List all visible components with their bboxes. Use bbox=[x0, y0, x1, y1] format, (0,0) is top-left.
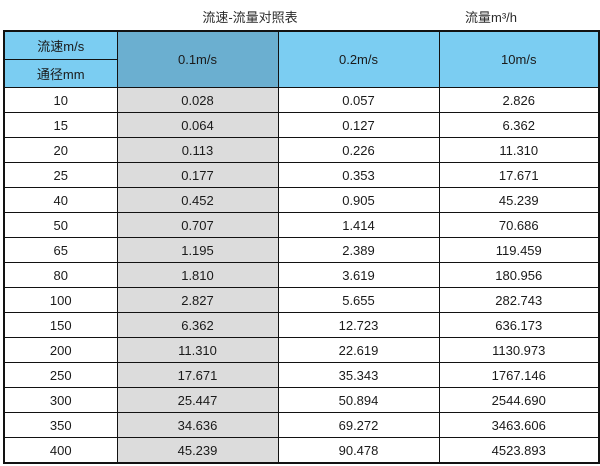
diameter-cell: 50 bbox=[3, 212, 118, 238]
flow-rate-table: 流速m/s 0.1m/s 0.2m/s 10m/s 通径mm 10 0.028 0.… bbox=[3, 30, 600, 464]
value-cell: 0.226 bbox=[277, 137, 440, 163]
table-row: 100 2.827 5.655 282.743 bbox=[3, 287, 600, 313]
table-row: 300 25.447 50.894 2544.690 bbox=[3, 387, 600, 413]
table-header: 流速m/s 0.1m/s 0.2m/s 10m/s 通径mm bbox=[3, 30, 600, 88]
flow-unit-label: 流量m³/h bbox=[464, 10, 518, 25]
value-cell: 0.028 bbox=[116, 87, 279, 113]
value-cell: 22.619 bbox=[277, 337, 440, 363]
value-cell: 1.810 bbox=[116, 262, 279, 288]
value-cell: 0.452 bbox=[116, 187, 279, 213]
value-cell: 2.827 bbox=[116, 287, 279, 313]
value-cell: 0.353 bbox=[277, 162, 440, 188]
diameter-cell: 25 bbox=[3, 162, 118, 188]
table-title: 流速-流量对照表 bbox=[202, 10, 298, 25]
value-cell: 180.956 bbox=[438, 262, 600, 288]
value-cell: 0.064 bbox=[116, 112, 279, 138]
value-cell: 3463.606 bbox=[438, 412, 600, 438]
diameter-cell: 65 bbox=[3, 237, 118, 263]
value-cell: 636.173 bbox=[438, 312, 600, 338]
table-row: 200 11.310 22.619 1130.973 bbox=[3, 337, 600, 363]
value-cell: 70.686 bbox=[438, 212, 600, 238]
diameter-cell: 40 bbox=[3, 187, 118, 213]
header-col-0.1ms: 0.1m/s bbox=[116, 30, 279, 88]
value-cell: 119.459 bbox=[438, 237, 600, 263]
value-cell: 12.723 bbox=[277, 312, 440, 338]
table-row: 400 45.239 90.478 4523.893 bbox=[3, 437, 600, 464]
table-row: 150 6.362 12.723 636.173 bbox=[3, 312, 600, 338]
diameter-cell: 350 bbox=[3, 412, 118, 438]
value-cell: 1.414 bbox=[277, 212, 440, 238]
table-row: 65 1.195 2.389 119.459 bbox=[3, 237, 600, 263]
value-cell: 1767.146 bbox=[438, 362, 600, 388]
value-cell: 50.894 bbox=[277, 387, 440, 413]
value-cell: 4523.893 bbox=[438, 437, 600, 464]
table-row: 40 0.452 0.905 45.239 bbox=[3, 187, 600, 213]
value-cell: 3.619 bbox=[277, 262, 440, 288]
value-cell: 25.447 bbox=[116, 387, 279, 413]
header-col-10ms: 10m/s bbox=[438, 30, 600, 88]
diameter-cell: 250 bbox=[3, 362, 118, 388]
value-cell: 5.655 bbox=[277, 287, 440, 313]
value-cell: 69.272 bbox=[277, 412, 440, 438]
table-row: 250 17.671 35.343 1767.146 bbox=[3, 362, 600, 388]
diameter-cell: 400 bbox=[3, 437, 118, 464]
diameter-cell: 15 bbox=[3, 112, 118, 138]
table-row: 10 0.028 0.057 2.826 bbox=[3, 87, 600, 113]
table-row: 20 0.113 0.226 11.310 bbox=[3, 137, 600, 163]
value-cell: 90.478 bbox=[277, 437, 440, 464]
header-diameter-label: 通径mm bbox=[3, 59, 118, 88]
table-row: 15 0.064 0.127 6.362 bbox=[3, 112, 600, 138]
table-row: 80 1.810 3.619 180.956 bbox=[3, 262, 600, 288]
diameter-cell: 80 bbox=[3, 262, 118, 288]
caption-bar: 流速-流量对照表 流量m³/h bbox=[0, 0, 600, 30]
value-cell: 282.743 bbox=[438, 287, 600, 313]
diameter-cell: 100 bbox=[3, 287, 118, 313]
value-cell: 0.707 bbox=[116, 212, 279, 238]
value-cell: 0.127 bbox=[277, 112, 440, 138]
diameter-cell: 200 bbox=[3, 337, 118, 363]
table-row: 50 0.707 1.414 70.686 bbox=[3, 212, 600, 238]
value-cell: 11.310 bbox=[438, 137, 600, 163]
value-cell: 0.113 bbox=[116, 137, 279, 163]
value-cell: 35.343 bbox=[277, 362, 440, 388]
value-cell: 1.195 bbox=[116, 237, 279, 263]
header-velocity-label: 流速m/s bbox=[3, 30, 118, 60]
value-cell: 0.177 bbox=[116, 162, 279, 188]
table-row: 25 0.177 0.353 17.671 bbox=[3, 162, 600, 188]
value-cell: 17.671 bbox=[116, 362, 279, 388]
header-col-0.2ms: 0.2m/s bbox=[277, 30, 440, 88]
value-cell: 2544.690 bbox=[438, 387, 600, 413]
value-cell: 6.362 bbox=[116, 312, 279, 338]
value-cell: 17.671 bbox=[438, 162, 600, 188]
value-cell: 11.310 bbox=[116, 337, 279, 363]
value-cell: 45.239 bbox=[438, 187, 600, 213]
value-cell: 45.239 bbox=[116, 437, 279, 464]
table-row: 350 34.636 69.272 3463.606 bbox=[3, 412, 600, 438]
diameter-cell: 150 bbox=[3, 312, 118, 338]
value-cell: 2.826 bbox=[438, 87, 600, 113]
value-cell: 0.057 bbox=[277, 87, 440, 113]
value-cell: 0.905 bbox=[277, 187, 440, 213]
value-cell: 34.636 bbox=[116, 412, 279, 438]
value-cell: 6.362 bbox=[438, 112, 600, 138]
value-cell: 2.389 bbox=[277, 237, 440, 263]
value-cell: 1130.973 bbox=[438, 337, 600, 363]
diameter-cell: 10 bbox=[3, 87, 118, 113]
diameter-cell: 300 bbox=[3, 387, 118, 413]
diameter-cell: 20 bbox=[3, 137, 118, 163]
table-body: 10 0.028 0.057 2.826 15 0.064 0.127 6.362 20 0.11… bbox=[3, 87, 600, 464]
